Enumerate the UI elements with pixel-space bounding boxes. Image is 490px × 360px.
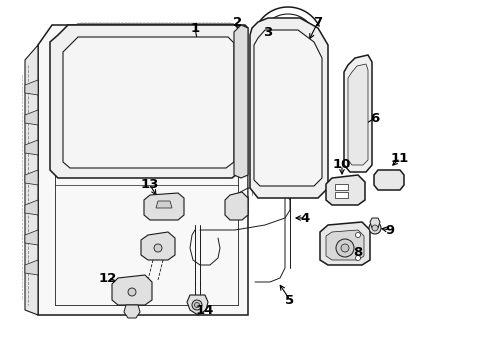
Circle shape bbox=[154, 244, 162, 252]
Polygon shape bbox=[25, 230, 38, 245]
Circle shape bbox=[356, 256, 361, 261]
Polygon shape bbox=[25, 110, 38, 125]
Polygon shape bbox=[156, 201, 172, 208]
Polygon shape bbox=[250, 18, 328, 198]
Polygon shape bbox=[141, 232, 175, 260]
Polygon shape bbox=[335, 184, 348, 190]
Polygon shape bbox=[187, 295, 208, 315]
Polygon shape bbox=[25, 260, 38, 275]
Text: 5: 5 bbox=[286, 293, 294, 306]
Polygon shape bbox=[25, 80, 38, 95]
Circle shape bbox=[336, 239, 354, 257]
Polygon shape bbox=[55, 185, 238, 305]
Circle shape bbox=[195, 302, 199, 307]
Text: 13: 13 bbox=[141, 179, 159, 192]
Circle shape bbox=[372, 225, 378, 231]
Polygon shape bbox=[326, 175, 365, 205]
Polygon shape bbox=[374, 170, 404, 190]
Polygon shape bbox=[25, 140, 38, 155]
Polygon shape bbox=[370, 218, 380, 228]
Polygon shape bbox=[25, 170, 38, 185]
Circle shape bbox=[369, 222, 381, 234]
Polygon shape bbox=[344, 55, 372, 172]
Polygon shape bbox=[25, 45, 38, 315]
Text: 10: 10 bbox=[333, 158, 351, 171]
Polygon shape bbox=[144, 193, 184, 220]
Text: 11: 11 bbox=[391, 152, 409, 165]
Text: 9: 9 bbox=[386, 224, 394, 237]
Text: 2: 2 bbox=[233, 15, 243, 28]
Circle shape bbox=[128, 288, 136, 296]
Text: 1: 1 bbox=[191, 22, 199, 35]
Circle shape bbox=[192, 300, 202, 310]
Polygon shape bbox=[326, 230, 364, 260]
Polygon shape bbox=[124, 305, 140, 318]
Text: 6: 6 bbox=[370, 112, 380, 125]
Polygon shape bbox=[225, 192, 248, 220]
Polygon shape bbox=[38, 25, 248, 315]
Polygon shape bbox=[234, 25, 248, 178]
Polygon shape bbox=[50, 25, 242, 178]
Circle shape bbox=[356, 233, 361, 238]
Text: 4: 4 bbox=[300, 211, 310, 225]
Text: 14: 14 bbox=[196, 303, 214, 316]
Polygon shape bbox=[335, 192, 348, 198]
Text: 3: 3 bbox=[264, 26, 272, 39]
Circle shape bbox=[341, 244, 349, 252]
Polygon shape bbox=[63, 37, 234, 168]
Polygon shape bbox=[25, 200, 38, 215]
Polygon shape bbox=[348, 64, 368, 165]
Polygon shape bbox=[112, 275, 152, 305]
Polygon shape bbox=[254, 30, 322, 186]
Polygon shape bbox=[320, 222, 370, 265]
Text: 8: 8 bbox=[353, 246, 363, 258]
Text: 7: 7 bbox=[314, 15, 322, 28]
Text: 12: 12 bbox=[99, 271, 117, 284]
